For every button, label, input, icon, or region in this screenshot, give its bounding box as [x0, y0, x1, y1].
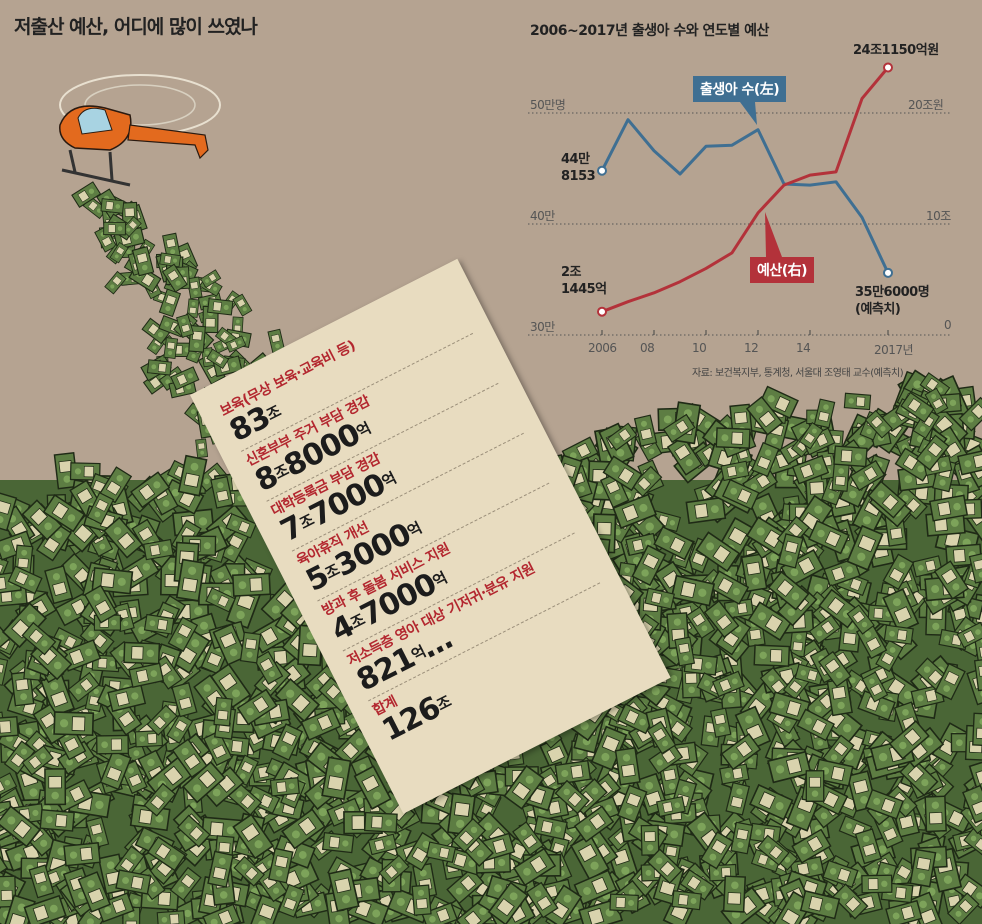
budget-start-label: 2조 1445억: [561, 265, 607, 297]
source-note: 자료: 보건복지부, 통계청, 서울대 조영태 교수(예측치): [692, 368, 904, 379]
births-start-label: 44만 8153: [561, 152, 596, 184]
data-point: [883, 267, 893, 278]
chart-title: 2006~2017년 출생아 수와 연도별 예산: [530, 23, 769, 39]
data-point: [597, 306, 607, 317]
x-tick-label: 14: [796, 341, 811, 355]
y-left-tick: 40만: [530, 209, 555, 223]
y-right-tick: 20조원: [908, 98, 944, 112]
y-left-tick: 50만명: [530, 98, 566, 112]
x-tick-label: 2017년: [874, 343, 914, 357]
x-tick-label: 08: [640, 341, 655, 355]
births-end-label: 35만6000명 (예측치): [855, 285, 930, 317]
births-legend-tag: 출생아 수(左): [693, 76, 787, 102]
births-tag-pointer: [740, 102, 757, 125]
y-right-tick: 0: [944, 318, 952, 332]
data-point: [597, 165, 607, 176]
x-tick-label: 2006: [588, 341, 617, 355]
x-tick-label: 10: [692, 341, 707, 355]
budget-legend-tag: 예산(右): [750, 257, 815, 283]
x-tick-label: 12: [744, 341, 759, 355]
y-left-tick: 30만: [530, 320, 555, 334]
budget-tag-pointer: [765, 212, 782, 257]
y-right-tick: 10조: [926, 209, 951, 223]
data-point: [883, 62, 893, 73]
budget-end-label: 24조1150억원: [853, 43, 939, 58]
